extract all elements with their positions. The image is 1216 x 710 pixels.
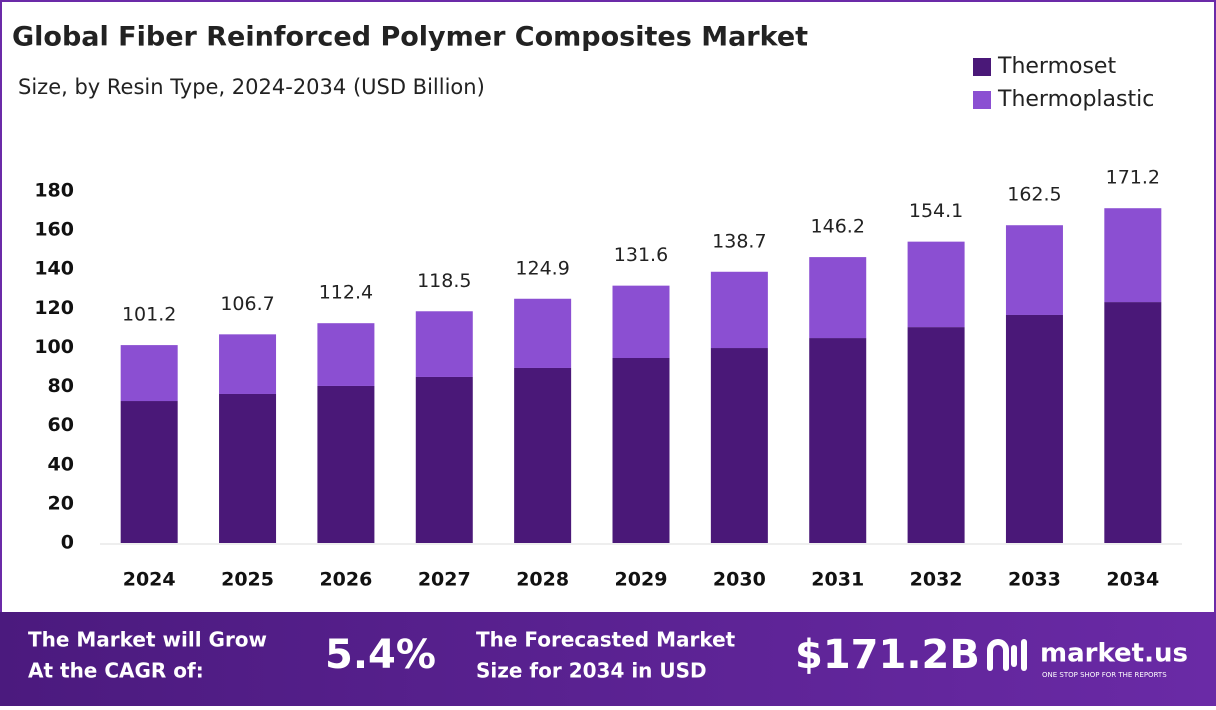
chart-title: Global Fiber Reinforced Polymer Composit… xyxy=(12,22,808,53)
y-tick-label: 160 xyxy=(34,219,74,241)
bar-segment xyxy=(415,376,473,543)
bar-segment xyxy=(1104,208,1162,303)
y-tick-label: 40 xyxy=(48,453,74,475)
bar-segment xyxy=(120,401,178,543)
bar-segment xyxy=(415,311,473,377)
total-label: 171.2 xyxy=(1106,167,1160,189)
footer-cagr-text: The Market will Grow xyxy=(28,628,267,652)
y-tick-label: 100 xyxy=(34,336,74,358)
brand-logo xyxy=(987,639,1027,671)
chart-subtitle: Size, by Resin Type, 2024-2034 (USD Bill… xyxy=(18,75,485,99)
x-tick-label: 2024 xyxy=(123,569,176,591)
y-tick-label: 20 xyxy=(48,492,74,514)
total-label: 124.9 xyxy=(515,257,569,279)
y-tick-label: 0 xyxy=(61,532,74,554)
total-label: 106.7 xyxy=(220,293,274,315)
footer-cagr-value: 5.4% xyxy=(325,632,436,678)
bar-segment xyxy=(1005,314,1063,543)
legend-label: Thermoplastic xyxy=(997,87,1154,112)
bar-segment xyxy=(120,345,178,402)
brand-name: market.us xyxy=(1040,639,1188,669)
total-label: 118.5 xyxy=(417,270,471,292)
bar-segment xyxy=(219,393,277,543)
y-tick-label: 120 xyxy=(34,297,74,319)
bar-segment xyxy=(809,257,867,339)
y-tick-label: 60 xyxy=(48,414,74,436)
x-tick-label: 2025 xyxy=(221,569,274,591)
y-tick-label: 80 xyxy=(48,375,74,397)
bar-segment xyxy=(907,241,965,328)
bar-segment xyxy=(710,348,768,543)
legend-label: Thermoset xyxy=(997,54,1116,79)
bar-segment xyxy=(907,327,965,543)
footer-cagr-text: At the CAGR of: xyxy=(28,659,204,683)
total-label: 162.5 xyxy=(1007,184,1061,206)
bar-segment xyxy=(219,334,277,394)
bar-segment xyxy=(809,338,867,543)
bar-segment xyxy=(612,358,670,543)
x-tick-label: 2029 xyxy=(615,569,668,591)
total-label: 146.2 xyxy=(811,216,865,238)
x-tick-label: 2033 xyxy=(1008,569,1061,591)
legend-swatch xyxy=(973,58,991,76)
x-tick-label: 2026 xyxy=(319,569,372,591)
footer-forecast-text: Size for 2034 in USD xyxy=(476,659,707,683)
x-tick-label: 2031 xyxy=(811,569,864,591)
x-tick-label: 2030 xyxy=(713,569,766,591)
bar-segment xyxy=(514,298,572,368)
bar-segment xyxy=(612,285,670,359)
footer-forecast-value: $171.2B xyxy=(795,632,980,678)
y-tick-label: 140 xyxy=(34,258,74,280)
bar-segment xyxy=(710,271,768,349)
x-tick-label: 2032 xyxy=(910,569,963,591)
brand-tagline: ONE STOP SHOP FOR THE REPORTS xyxy=(1042,671,1167,679)
x-tick-label: 2027 xyxy=(418,569,471,591)
bar-segment xyxy=(514,367,572,543)
footer-forecast-text: The Forecasted Market xyxy=(476,628,736,652)
bar-segment xyxy=(1104,302,1162,543)
total-label: 154.1 xyxy=(909,200,963,222)
bar-segment xyxy=(317,323,375,386)
x-tick-label: 2028 xyxy=(516,569,569,591)
total-label: 101.2 xyxy=(122,304,176,326)
bar-segment xyxy=(317,385,375,543)
y-tick-label: 180 xyxy=(34,180,74,202)
total-label: 131.6 xyxy=(614,244,668,266)
x-tick-label: 2034 xyxy=(1106,569,1159,591)
total-label: 138.7 xyxy=(712,230,766,252)
total-label: 112.4 xyxy=(319,282,373,304)
bar-segment xyxy=(1005,225,1063,315)
legend-swatch xyxy=(973,91,991,109)
